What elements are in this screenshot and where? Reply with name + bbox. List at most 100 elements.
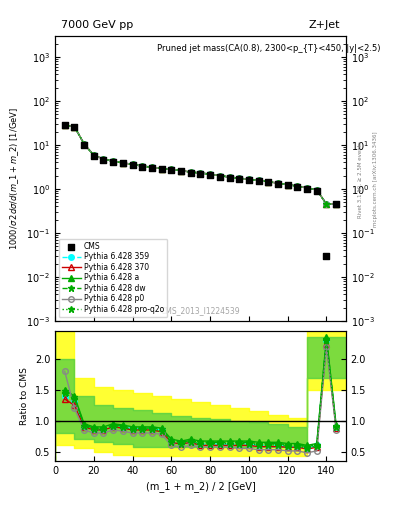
- Pythia 6.428 a: [92, 152, 96, 158]
- Pythia 6.428 359: [295, 183, 300, 189]
- Pythia 6.428 pro-q2o: [217, 173, 222, 179]
- Y-axis label: Ratio to CMS: Ratio to CMS: [20, 367, 29, 425]
- CMS: [178, 167, 184, 176]
- Line: Pythia 6.428 359: Pythia 6.428 359: [62, 122, 339, 207]
- Line: Pythia 6.428 370: Pythia 6.428 370: [61, 122, 340, 207]
- CMS: [158, 165, 165, 173]
- Pythia 6.428 p0: [101, 156, 106, 162]
- CMS: [265, 178, 272, 186]
- CMS: [285, 181, 291, 189]
- Pythia 6.428 a: [266, 179, 271, 185]
- Pythia 6.428 pro-q2o: [188, 169, 193, 175]
- Pythia 6.428 pro-q2o: [179, 167, 184, 174]
- Pythia 6.428 p0: [266, 179, 271, 185]
- Pythia 6.428 dw: [256, 177, 261, 183]
- Text: Pruned jet mass(CA(0.8), 2300<p_{T}<450, |y|<2.5): Pruned jet mass(CA(0.8), 2300<p_{T}<450,…: [157, 45, 380, 53]
- Pythia 6.428 370: [111, 158, 116, 164]
- Pythia 6.428 a: [150, 164, 154, 170]
- Text: Rivet 3.1.10, ≥ 2.5M events: Rivet 3.1.10, ≥ 2.5M events: [358, 141, 363, 218]
- CMS: [110, 158, 116, 166]
- Pythia 6.428 dw: [314, 187, 319, 193]
- Pythia 6.428 a: [237, 175, 242, 181]
- Pythia 6.428 pro-q2o: [227, 174, 232, 180]
- Pythia 6.428 370: [198, 170, 203, 176]
- Pythia 6.428 359: [111, 158, 116, 164]
- Pythia 6.428 370: [314, 187, 319, 193]
- Pythia 6.428 359: [130, 161, 135, 167]
- Pythia 6.428 pro-q2o: [82, 141, 86, 147]
- Pythia 6.428 dw: [305, 185, 309, 191]
- Pythia 6.428 p0: [140, 163, 145, 169]
- Pythia 6.428 370: [208, 171, 213, 177]
- Text: 7000 GeV pp: 7000 GeV pp: [61, 20, 133, 30]
- Pythia 6.428 370: [72, 123, 77, 130]
- Pythia 6.428 p0: [130, 161, 135, 167]
- CMS: [314, 187, 320, 195]
- Pythia 6.428 p0: [324, 201, 329, 207]
- Pythia 6.428 p0: [169, 166, 174, 172]
- Pythia 6.428 370: [130, 161, 135, 167]
- Pythia 6.428 359: [140, 163, 145, 169]
- Line: Pythia 6.428 p0: Pythia 6.428 p0: [62, 122, 339, 207]
- Pythia 6.428 dw: [246, 176, 251, 182]
- Pythia 6.428 359: [92, 152, 96, 158]
- CMS: [71, 122, 77, 131]
- Pythia 6.428 pro-q2o: [305, 185, 309, 191]
- CMS: [187, 169, 194, 177]
- Pythia 6.428 pro-q2o: [237, 175, 242, 181]
- CMS: [255, 177, 262, 185]
- Pythia 6.428 dw: [62, 122, 67, 128]
- Pythia 6.428 pro-q2o: [266, 179, 271, 185]
- Pythia 6.428 a: [72, 123, 77, 130]
- Pythia 6.428 359: [334, 201, 338, 207]
- Pythia 6.428 370: [82, 141, 86, 147]
- CMS: [304, 185, 310, 193]
- Pythia 6.428 359: [305, 185, 309, 191]
- Pythia 6.428 dw: [188, 169, 193, 175]
- CMS: [120, 159, 126, 167]
- Pythia 6.428 359: [169, 166, 174, 172]
- Pythia 6.428 359: [266, 179, 271, 185]
- Pythia 6.428 pro-q2o: [72, 123, 77, 130]
- Pythia 6.428 dw: [285, 182, 290, 188]
- Pythia 6.428 dw: [237, 175, 242, 181]
- Pythia 6.428 dw: [217, 173, 222, 179]
- Pythia 6.428 a: [275, 180, 280, 186]
- Pythia 6.428 p0: [92, 152, 96, 158]
- Pythia 6.428 p0: [150, 164, 154, 170]
- Pythia 6.428 359: [314, 187, 319, 193]
- Pythia 6.428 370: [237, 175, 242, 181]
- Pythia 6.428 a: [324, 201, 329, 207]
- Pythia 6.428 370: [266, 179, 271, 185]
- Pythia 6.428 pro-q2o: [208, 171, 213, 177]
- Pythia 6.428 dw: [159, 165, 164, 172]
- CMS: [217, 173, 223, 181]
- Pythia 6.428 370: [179, 167, 184, 174]
- Pythia 6.428 p0: [111, 158, 116, 164]
- Pythia 6.428 p0: [275, 180, 280, 186]
- CMS: [62, 121, 68, 129]
- Pythia 6.428 370: [324, 201, 329, 207]
- Pythia 6.428 a: [62, 122, 67, 128]
- Pythia 6.428 359: [62, 122, 67, 128]
- Pythia 6.428 dw: [227, 174, 232, 180]
- Pythia 6.428 359: [159, 165, 164, 172]
- Pythia 6.428 359: [256, 177, 261, 183]
- CMS: [129, 161, 136, 169]
- Pythia 6.428 370: [140, 163, 145, 169]
- Text: mcplots.cern.ch [arXiv:1306.3436]: mcplots.cern.ch [arXiv:1306.3436]: [373, 132, 378, 227]
- Pythia 6.428 a: [217, 173, 222, 179]
- Pythia 6.428 359: [324, 201, 329, 207]
- Pythia 6.428 p0: [285, 182, 290, 188]
- Pythia 6.428 pro-q2o: [62, 122, 67, 128]
- Pythia 6.428 370: [150, 164, 154, 170]
- Pythia 6.428 a: [111, 158, 116, 164]
- Pythia 6.428 dw: [101, 156, 106, 162]
- Pythia 6.428 370: [101, 156, 106, 162]
- Pythia 6.428 dw: [295, 183, 300, 189]
- Pythia 6.428 dw: [121, 160, 125, 166]
- CMS: [81, 141, 87, 149]
- Pythia 6.428 a: [188, 169, 193, 175]
- Pythia 6.428 370: [121, 160, 125, 166]
- Pythia 6.428 359: [82, 141, 86, 147]
